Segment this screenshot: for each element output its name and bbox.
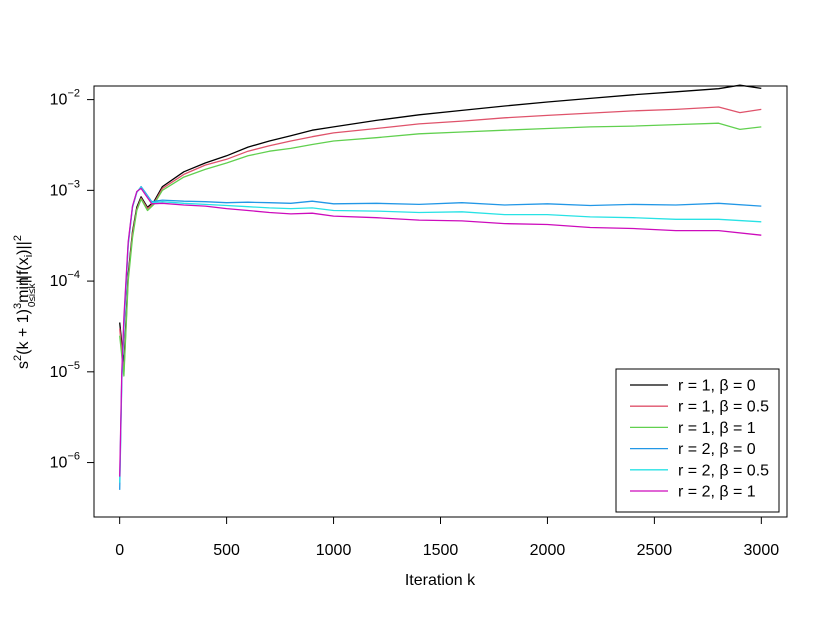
y-label-close: )|| <box>15 241 32 255</box>
legend-box <box>615 368 780 513</box>
legend-label: r = 1, β = 1 <box>678 420 756 437</box>
y-label-norm-sub: i <box>23 255 35 257</box>
y-tick-label: 10−2 <box>50 88 80 109</box>
x-tick-label: 1000 <box>316 542 352 559</box>
y-label-prefix: s <box>15 361 32 369</box>
x-tick-label: 1500 <box>423 542 459 559</box>
legend-label: r = 2, β = 0 <box>678 441 756 458</box>
y-tick-label: 10−6 <box>50 451 80 472</box>
y-label-min-sub: 0≤i≤k <box>27 282 38 307</box>
legend-label: r = 2, β = 0.5 <box>678 462 769 479</box>
y-axis: 10−6 10−5 10−4 10−3 10−2 <box>50 88 95 472</box>
y-tick-label: 10−3 <box>50 178 80 199</box>
x-axis: 0 500 1000 1500 2000 2500 3000 <box>115 516 780 559</box>
series-line-2 <box>119 106 762 373</box>
legend-label: r = 1, β = 0.5 <box>678 399 769 416</box>
x-tick-label: 3000 <box>744 542 780 559</box>
y-label-min: min <box>15 277 32 303</box>
legend-label: r = 1, β = 0 <box>678 378 756 395</box>
y-label-mid: (k + 1) <box>15 309 32 355</box>
y-label-sup2: 3 <box>12 303 24 309</box>
legend-label: r = 2, β = 1 <box>678 484 756 501</box>
y-tick-label: 10−4 <box>50 269 80 290</box>
legend: r = 1, β = 0 r = 1, β = 0.5 r = 1, β = 1 r … <box>615 368 780 513</box>
x-tick-label: 500 <box>213 542 240 559</box>
series-line-1 <box>119 84 762 366</box>
series-line-3 <box>119 122 762 377</box>
y-label-sup1: 2 <box>12 355 24 361</box>
y-label-norm: ||f(x <box>15 257 32 283</box>
y-axis-label: s2(k + 1)3min0≤i≤k||f(xi)||2 <box>12 235 38 369</box>
series-line-6 <box>119 187 762 477</box>
x-tick-label: 0 <box>115 542 124 559</box>
y-label-sup3: 2 <box>12 235 24 241</box>
y-tick-label: 10−5 <box>50 360 80 381</box>
x-tick-label: 2500 <box>637 542 673 559</box>
x-axis-label: Iteration k <box>405 572 476 589</box>
series-layer <box>119 84 762 490</box>
x-tick-label: 2000 <box>530 542 566 559</box>
